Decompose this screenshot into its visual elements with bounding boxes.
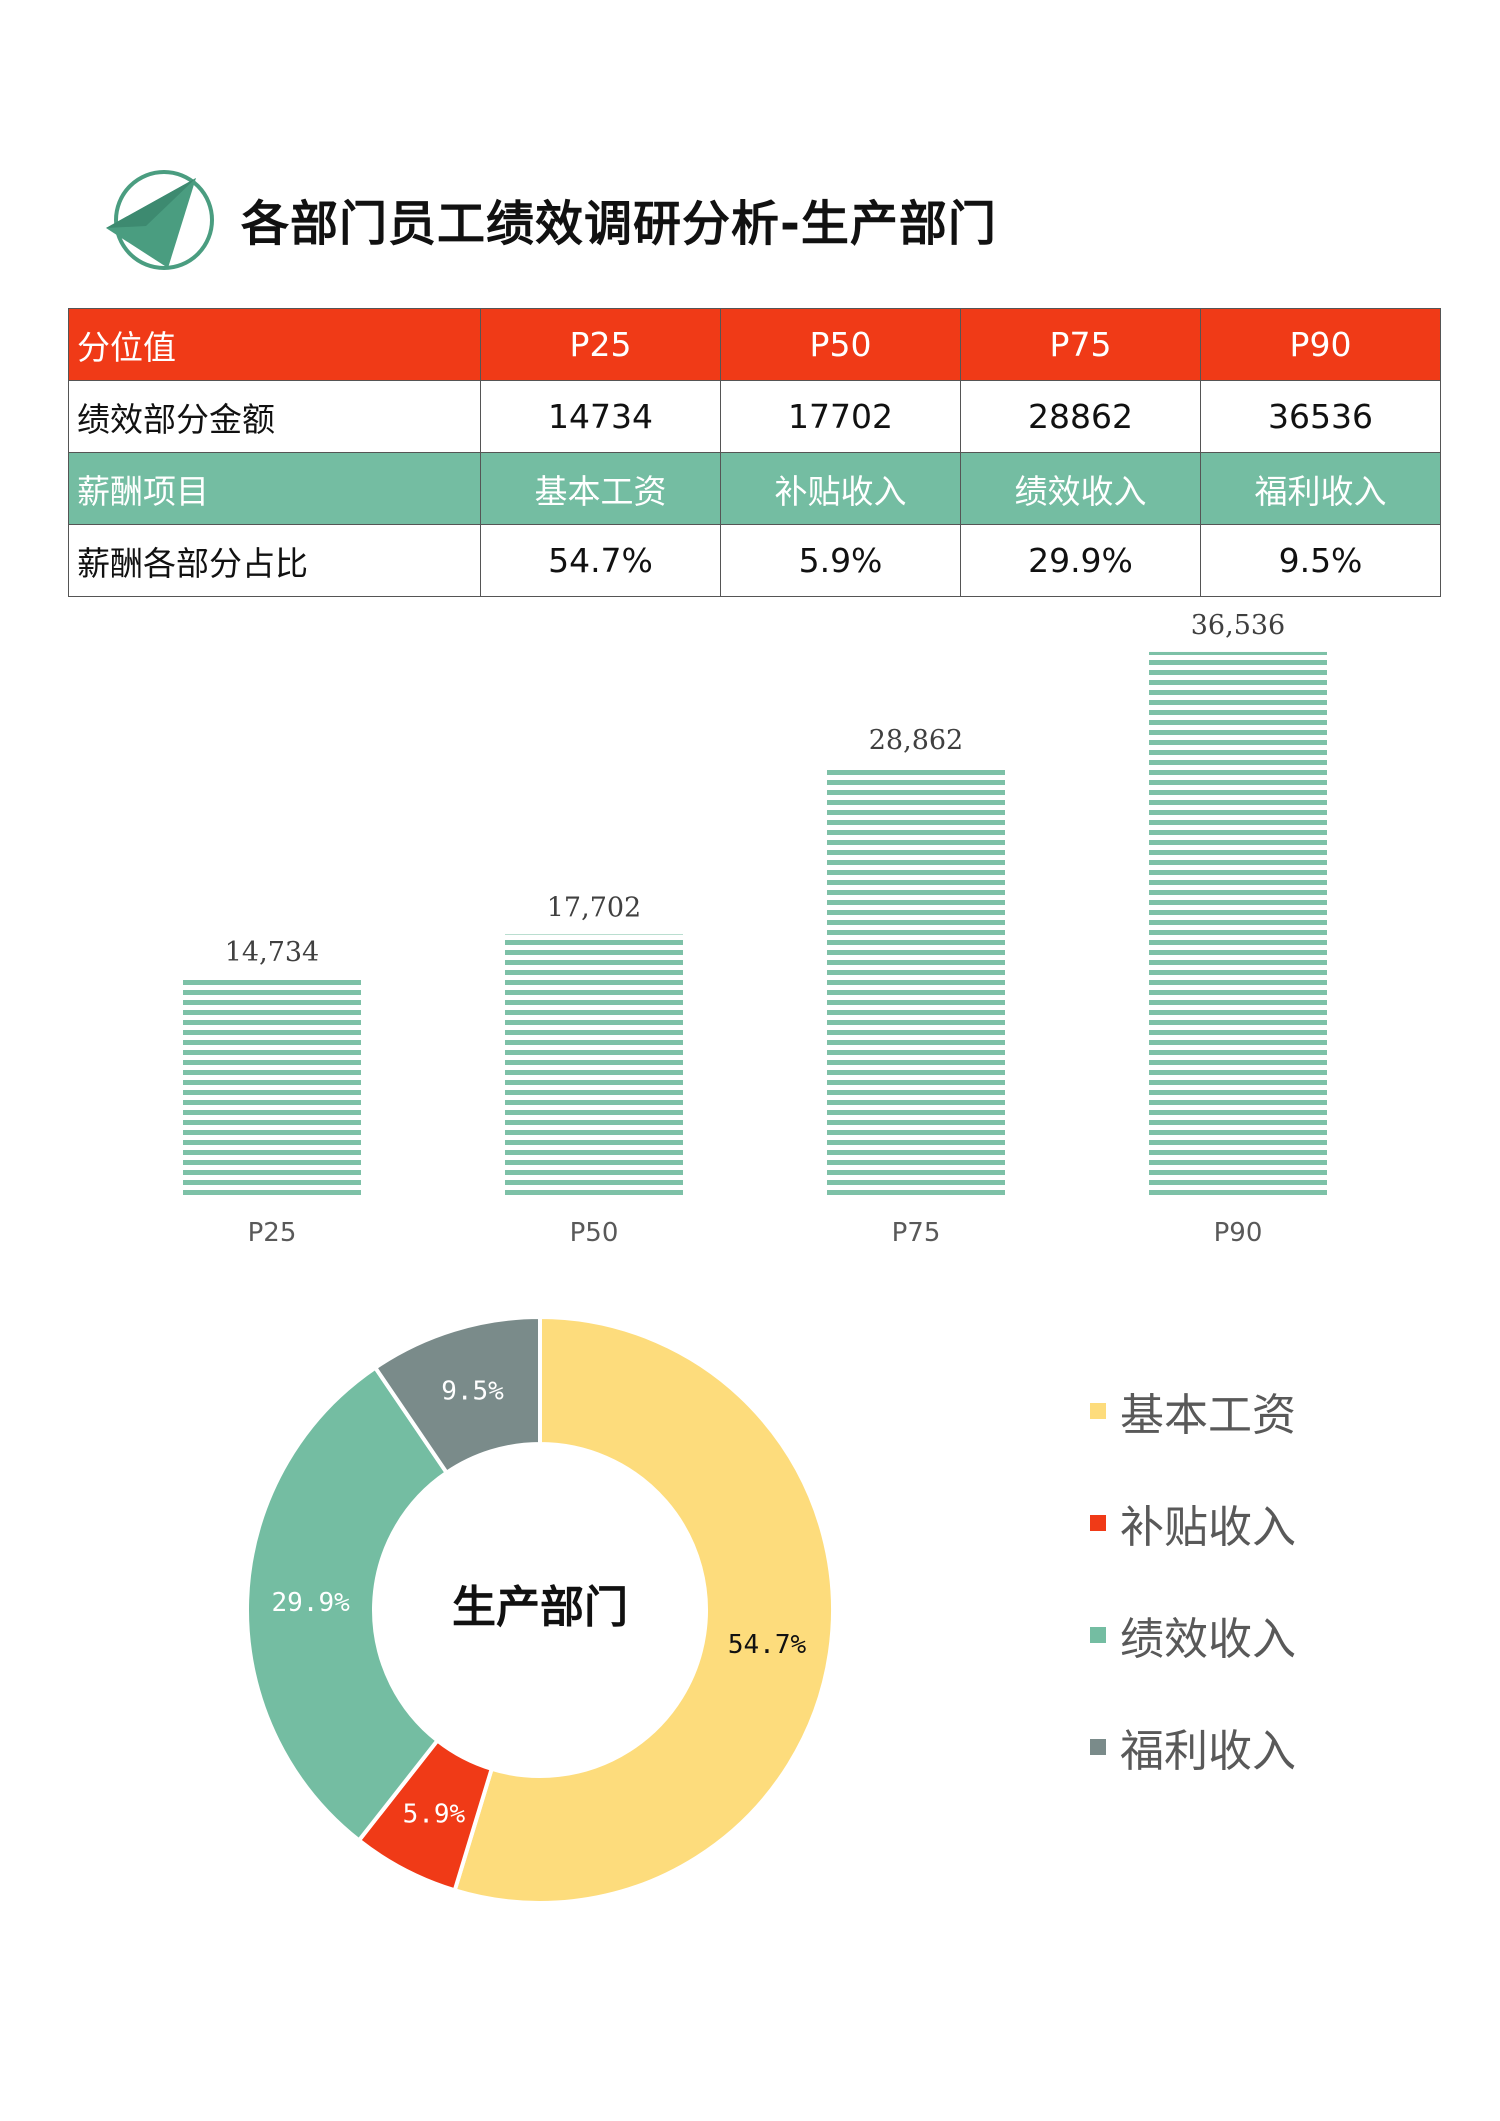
table-cell: 绩效收入 xyxy=(960,452,1201,525)
table-row-amount: 绩效部分金额 14734 17702 28862 36536 xyxy=(68,380,1441,453)
legend-swatch xyxy=(1090,1403,1106,1419)
table-cell: P75 xyxy=(960,308,1201,381)
x-tick-label: P90 xyxy=(1214,1218,1263,1248)
table-cell: 福利收入 xyxy=(1200,452,1441,525)
x-tick-label: P25 xyxy=(248,1218,297,1248)
bar-chart: 14,734 P25 17,702 P50 28,862 P75 36,536 P90 xyxy=(183,610,1327,1248)
legend-item: 福利收入 xyxy=(1090,1691,1296,1803)
table-cell: 补贴收入 xyxy=(720,452,961,525)
table-cell: 9.5% xyxy=(1200,524,1441,597)
legend-label: 补贴收入 xyxy=(1120,1502,1296,1553)
donut-center-label: 生产部门 xyxy=(452,1582,628,1633)
bar-p90 xyxy=(1149,651,1327,1200)
bar-p50 xyxy=(505,934,683,1200)
legend-item: 补贴收入 xyxy=(1090,1467,1296,1579)
table-cell: 17702 xyxy=(720,380,961,453)
table-cell: P50 xyxy=(720,308,961,381)
table-row-salary-item: 薪酬项目 基本工资 补贴收入 绩效收入 福利收入 xyxy=(68,452,1441,525)
table-cell: P90 xyxy=(1200,308,1441,381)
table-row-header: 薪酬各部分占比 xyxy=(68,524,481,597)
donut-legend: 基本工资 补贴收入 绩效收入 福利收入 xyxy=(1090,1355,1296,1803)
table-cell: P25 xyxy=(480,308,721,381)
bar-data-label: 14,734 xyxy=(225,937,319,968)
x-tick-label: P50 xyxy=(570,1218,619,1248)
bar-p75 xyxy=(827,767,1005,1200)
table-row-header: 薪酬项目 xyxy=(68,452,481,525)
bar-data-label: 36,536 xyxy=(1191,610,1285,641)
legend-swatch xyxy=(1090,1627,1106,1643)
table-row-percentile: 分位值 P25 P50 P75 P90 xyxy=(68,308,1441,381)
legend-label: 基本工资 xyxy=(1120,1390,1296,1441)
table-row-header: 绩效部分金额 xyxy=(68,380,481,453)
stats-table: 分位值 P25 P50 P75 P90 绩效部分金额 14734 17702 2… xyxy=(68,308,1441,597)
table-cell: 基本工资 xyxy=(480,452,721,525)
table-row-header: 分位值 xyxy=(68,308,481,381)
bar-p25 xyxy=(183,978,361,1200)
donut-slice xyxy=(372,1314,542,1476)
legend-label: 绩效收入 xyxy=(1120,1614,1296,1665)
table-cell: 36536 xyxy=(1200,380,1441,453)
donut-data-label: 29.9% xyxy=(271,1588,350,1618)
donut-chart: 54.7% 5.9% 29.9% 9.5% 生产部门 xyxy=(245,1314,835,1905)
donut-data-label: 9.5% xyxy=(441,1377,504,1407)
legend-item: 基本工资 xyxy=(1090,1355,1296,1467)
table-cell: 5.9% xyxy=(720,524,961,597)
table-row-share: 薪酬各部分占比 54.7% 5.9% 29.9% 9.5% xyxy=(68,524,1441,597)
table-cell: 54.7% xyxy=(480,524,721,597)
donut-data-label: 5.9% xyxy=(403,1799,466,1829)
donut-slice xyxy=(452,1314,835,1905)
donut-data-label: 54.7% xyxy=(728,1630,807,1660)
bar-data-label: 17,702 xyxy=(547,892,641,923)
legend-swatch xyxy=(1090,1515,1106,1531)
table-cell: 28862 xyxy=(960,380,1201,453)
table-cell: 29.9% xyxy=(960,524,1201,597)
x-tick-label: P75 xyxy=(892,1218,941,1248)
bar-data-label: 28,862 xyxy=(869,725,963,756)
triangle-circle-icon xyxy=(106,170,214,270)
donut-slice xyxy=(245,1364,450,1844)
page-title: 各部门员工绩效调研分析-生产部门 xyxy=(241,196,997,252)
page-header: 各部门员工绩效调研分析-生产部门 xyxy=(106,166,1406,274)
legend-item: 绩效收入 xyxy=(1090,1579,1296,1691)
table-cell: 14734 xyxy=(480,380,721,453)
legend-label: 福利收入 xyxy=(1120,1726,1296,1777)
legend-swatch xyxy=(1090,1739,1106,1755)
